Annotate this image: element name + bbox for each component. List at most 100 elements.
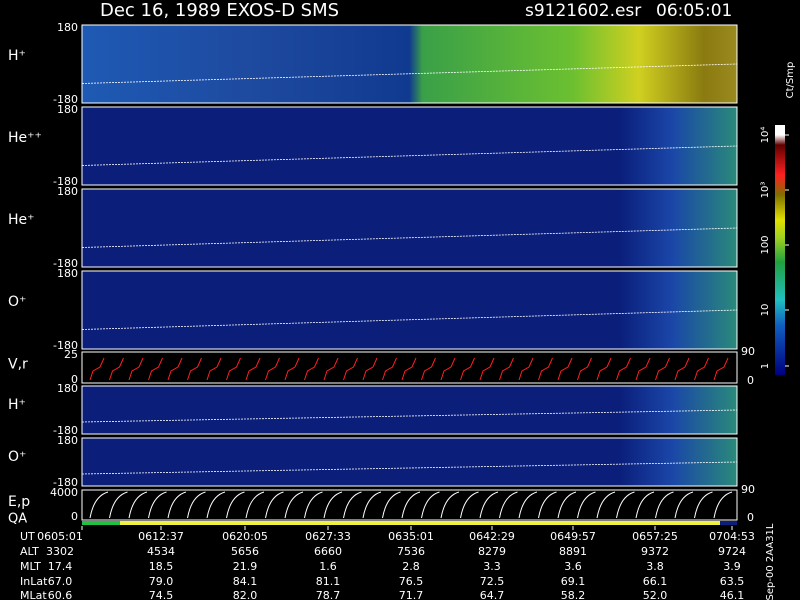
y2-tick-label: 0 [747,374,754,387]
panel-label: He⁺ [8,212,35,228]
panel [81,188,738,268]
qa-bar [120,521,720,525]
row-value: 1.6 [319,560,337,573]
row-value: 66.1 [643,575,668,588]
panel [81,437,738,487]
trace [81,145,738,166]
row-value: 81.1 [316,575,341,588]
y-tick-label: 180 [57,103,78,116]
row-value: 5656 [231,545,259,558]
row-value: 71.7 [399,589,424,600]
file-name: s9121602.esr [525,1,641,21]
row-value: 78.7 [316,589,341,600]
y-tick-label: -180 [53,175,78,188]
panel-label: O⁺ [8,449,26,465]
file-time: 06:05:01 [656,1,732,21]
trace [81,309,738,330]
trace [81,461,738,475]
panel [81,270,738,350]
colorbar [775,125,785,375]
row-value: 76.5 [399,575,424,588]
row-value: 0635:01 [388,530,434,543]
row-label: MLat [20,589,47,600]
panel [81,351,738,384]
trace [81,227,738,248]
row-value: 74.5 [149,589,174,600]
qa-bar [82,521,120,525]
row-value: 17.4 [48,560,73,573]
row-value: 0612:37 [138,530,184,543]
y-tick-label: 180 [57,185,78,198]
row-value: 3302 [46,545,74,558]
row-value: 60.6 [48,589,73,600]
row-value: 0620:05 [222,530,268,543]
row-value: 2.8 [402,560,420,573]
colorbar-unit: Ct/Smp [785,62,796,99]
row-value: 0627:33 [305,530,351,543]
trace [89,357,729,381]
y-tick-label: 180 [57,434,78,447]
trace [89,491,733,519]
y-tick-label: 180 [57,382,78,395]
y-tick-label: -180 [53,424,78,437]
panel [81,385,738,435]
panel-label: V,r [8,356,28,372]
qa-label: QA [8,512,27,527]
trace [81,409,738,423]
y-tick-label: 25 [64,348,78,361]
y-tick-label: 180 [57,21,78,34]
y-tick-label: 0 [71,373,78,386]
y-tick-label: 180 [57,267,78,280]
row-value: 4534 [147,545,175,558]
colorbar-tick-label: 10³ [760,182,771,199]
row-label: MLT [20,560,41,573]
panel [81,106,738,186]
row-value: 46.1 [720,589,745,600]
row-value: 63.5 [720,575,745,588]
row-value: 8279 [478,545,506,558]
colorbar-tick-label: 10⁴ [760,127,771,144]
row-value: 0657:25 [632,530,678,543]
row-value: 58.2 [561,589,586,600]
y2-tick-label: 90 [741,483,755,496]
trace [81,63,738,84]
row-value: 3.3 [483,560,501,573]
row-value: 67.0 [48,575,73,588]
row-value: 9724 [718,545,746,558]
row-value: 64.7 [480,589,505,600]
panel [81,24,738,104]
y-tick-label: 4000 [50,486,78,499]
row-value: 72.5 [480,575,505,588]
y-tick-label: -180 [53,257,78,270]
panel-label: He⁺⁺ [8,130,42,146]
row-value: 0704:53 [709,530,755,543]
row-value: 0649:57 [550,530,596,543]
panel-label: H⁺ [8,397,26,413]
row-value: 52.0 [643,589,668,600]
row-value: 6660 [314,545,342,558]
y-tick-label: -180 [53,476,78,489]
qa-bar [720,521,737,525]
row-value: 69.1 [561,575,586,588]
y2-tick-label: 90 [741,345,755,358]
row-value: 0605:01 [37,530,83,543]
row-value: 18.5 [149,560,174,573]
title: Dec 16, 1989 EXOS-D SMS [100,0,339,21]
row-label: ALT [20,545,39,558]
row-label: InLat [20,575,48,588]
row-value: 9372 [641,545,669,558]
y2-tick-label: 0 [747,511,754,524]
panel-label: E,p [8,494,30,510]
row-value: 8891 [559,545,587,558]
y-tick-label: 0 [71,510,78,523]
colorbar-tick-label: 1 [760,363,771,369]
y-tick-label: -180 [53,339,78,352]
row-value: 3.6 [564,560,582,573]
colorbar-tick-label: 10 [760,304,771,317]
panel-label: H⁺ [8,48,26,64]
row-value: 3.8 [646,560,664,573]
row-value: 0642:29 [469,530,515,543]
footer-code: Sep-00 2AA31L [765,523,776,600]
row-value: 79.0 [149,575,174,588]
